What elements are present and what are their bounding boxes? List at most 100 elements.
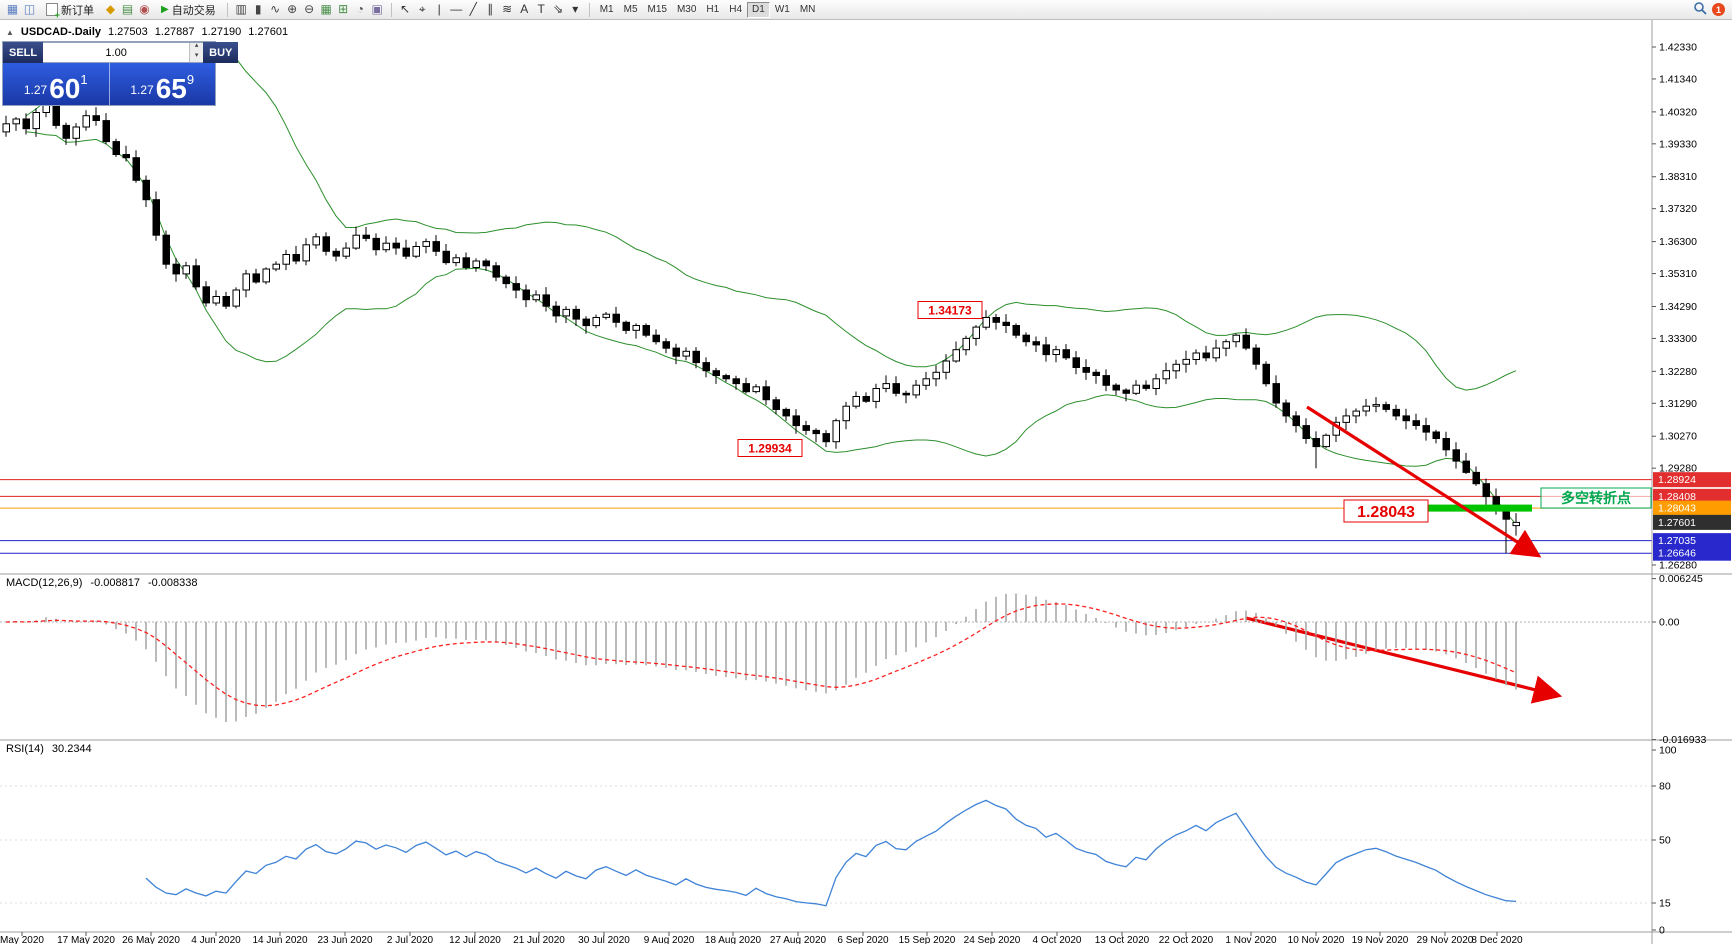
timeframe-m30[interactable]: M30 [672,2,701,18]
equidistant-channel-icon[interactable]: ∥ [487,2,494,16]
toolbar-left-group: ▦ ◫ [4,1,38,18]
macd-signal-value: -0.008338 [147,577,198,589]
timeframe-mn[interactable]: MN [795,2,821,18]
trend-arrow[interactable] [1306,405,1542,558]
sell-button[interactable]: SELL [3,42,44,63]
sell-price[interactable]: 1.27 60 1 [3,63,109,105]
pivot-annotation[interactable]: 多空转折点 [1540,487,1652,509]
templates-icon[interactable]: ▣ [371,2,383,16]
svg-text:14 Jun 2020: 14 Jun 2020 [252,935,307,944]
candlestick-chart-icon[interactable]: ▮ [254,2,262,16]
bollinger-bands[interactable] [25,44,1517,525]
price-axis-marker: 1.26646 [1653,545,1731,561]
date-axis[interactable]: May 2020 17 May 2020 26 May 2020 4 Jun 2020… [0,932,1523,944]
shapes-dropdown-icon[interactable]: ▾ [572,2,579,16]
svg-text:1.29934: 1.29934 [748,441,792,455]
support-zone[interactable] [1405,504,1532,512]
autotrade-play-icon: ▶ [161,4,169,15]
trendline-icon[interactable]: ╱ [469,2,477,16]
volume-up-icon[interactable]: ▴ [190,42,204,53]
svg-text:23 Jun 2020: 23 Jun 2020 [317,935,372,944]
price-axis-marker: 1.27035 [1653,533,1731,549]
timeframe-m15[interactable]: M15 [643,2,672,18]
toolbar-drawing-group: ↖ ⌖ | ― ╱ ∥ ≋ A T ⇘ ▾ [397,1,584,18]
chart-window: 1.34173 1.29934 1.28043 多空转折点 1.42330 1.41340… [0,20,1732,944]
trend-arrow[interactable] [1245,616,1563,704]
new-order-button[interactable]: 新订单 [40,1,100,20]
svg-text:10 Nov 2020: 10 Nov 2020 [1288,935,1345,944]
timeframe-m1[interactable]: M1 [595,2,619,18]
volume-down-icon[interactable]: ▾ [190,52,204,62]
svg-text:1.42330: 1.42330 [1659,42,1697,54]
svg-text:0: 0 [1659,925,1665,937]
price-annotation[interactable]: 1.29934 [737,439,803,457]
chart-canvas[interactable]: 1.34173 1.29934 1.28043 多空转折点 1.42330 1.41340… [0,20,1732,944]
svg-text:1.26280: 1.26280 [1659,560,1697,572]
new-chart-icon[interactable]: ▦ [6,2,19,16]
svg-text:1.33300: 1.33300 [1659,333,1697,345]
svg-text:1.26646: 1.26646 [1658,548,1696,560]
arrow-tools-icon[interactable]: ⇘ [553,2,564,16]
navigator-icon[interactable]: ◉ [139,2,150,16]
price-axis[interactable]: 1.42330 1.41340 1.40320 1.39330 1.38310 1.373… [1652,42,1731,572]
market-watch-icon[interactable]: ◆ [105,2,116,16]
svg-text:0.006245: 0.006245 [1659,573,1703,585]
search-icon[interactable] [1693,1,1707,18]
collapse-trade-panel-icon[interactable]: ▲ [6,27,14,37]
svg-text:1.40320: 1.40320 [1659,106,1697,118]
autotrade-button[interactable]: ▶ 自动交易 [155,1,222,19]
timeframe-w1[interactable]: W1 [770,2,795,18]
svg-text:15: 15 [1659,898,1671,910]
sell-price-big: 60 [49,73,81,104]
price-divider [108,63,110,105]
bar-chart-icon[interactable]: ▥ [235,2,247,16]
text-icon[interactable]: A [520,2,529,16]
svg-text:9 Aug 2020: 9 Aug 2020 [644,935,695,944]
horizontal-level-lines[interactable] [0,479,1652,554]
toolbar-separator [390,2,392,17]
timeframe-h1[interactable]: H1 [701,2,724,18]
cursor-icon[interactable]: ↖ [400,2,411,16]
profiles-icon[interactable]: ◫ [23,2,36,16]
indicators-icon[interactable]: ⊞ [338,2,349,16]
notification-badge[interactable]: 1 [1712,3,1725,16]
timeframe-h4[interactable]: H4 [724,2,747,18]
macd-signal-line[interactable] [5,603,1517,707]
data-window-icon[interactable]: ▤ [121,2,134,16]
timeframe-d1[interactable]: D1 [747,1,770,18]
candlesticks[interactable] [2,75,1520,554]
horizontal-line-icon[interactable]: ― [450,2,463,16]
svg-text:多空转折点: 多空转折点 [1561,490,1631,506]
rsi-line[interactable] [145,799,1517,907]
timeframe-group: M1 M5 M15 M30 H1 H4 D1 W1 MN [595,1,821,18]
crosshair-icon[interactable]: ⌖ [418,2,426,16]
rsi-label: RSI(14) 30.2344 [6,743,92,755]
price-axis-marker: 1.28924 [1653,472,1731,488]
fibonacci-icon[interactable]: ≋ [502,2,513,16]
timeframe-m5[interactable]: M5 [619,2,643,18]
price-annotation[interactable]: 1.28043 [1343,499,1429,523]
buy-button[interactable]: BUY [203,42,239,63]
price-annotation[interactable]: 1.34173 [917,301,983,319]
svg-text:29 Nov 2020: 29 Nov 2020 [1417,935,1474,944]
vertical-line-icon[interactable]: | [437,2,441,16]
buy-price[interactable]: 1.27 65 9 [110,63,216,105]
toolbar-right-group: 1 [1693,1,1728,18]
svg-text:100: 100 [1659,745,1677,757]
macd-histogram[interactable] [6,593,1517,723]
line-chart-icon[interactable]: ∿ [270,2,281,16]
svg-text:1.27601: 1.27601 [1658,517,1696,529]
buy-price-sup: 9 [186,72,195,87]
zoom-in-icon[interactable]: ⊕ [287,2,298,16]
periods-icon[interactable]: ◔ [356,2,364,16]
text-label-icon[interactable]: T [537,2,545,16]
svg-text:1 Nov 2020: 1 Nov 2020 [1225,935,1277,944]
volume-input[interactable] [43,43,190,62]
tile-windows-icon[interactable]: ▦ [320,2,332,16]
zoom-out-icon[interactable]: ⊖ [304,2,315,16]
toolbar-separator [588,2,590,17]
svg-text:1.28924: 1.28924 [1658,474,1696,486]
svg-text:1.34290: 1.34290 [1659,301,1697,313]
rsi-name: RSI(14) [6,743,44,755]
svg-text:13 Oct 2020: 13 Oct 2020 [1095,935,1150,944]
